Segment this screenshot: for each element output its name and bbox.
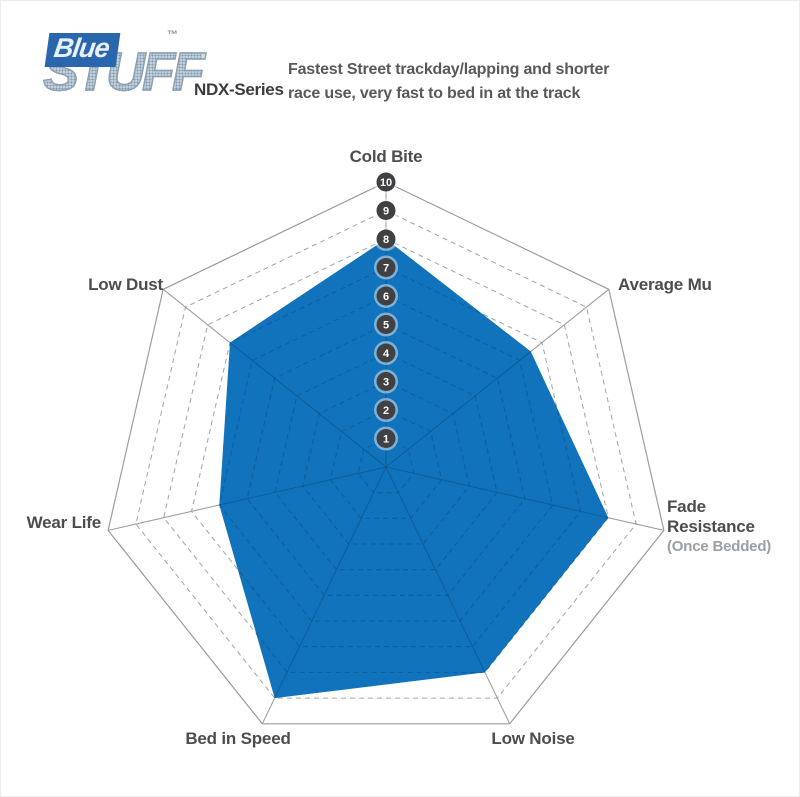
axis-label-fade-line3: (Once Bedded) (667, 538, 771, 555)
axis-label-low-dust: Low Dust (88, 275, 163, 294)
tick-label-9: 9 (383, 205, 389, 217)
tick-label-7: 7 (383, 262, 389, 274)
bluestuff-logo: STUFF Blue ™ (39, 25, 209, 125)
axis-labels: Cold Bite Average Mu Fade Resistance (On… (27, 147, 772, 748)
axis-label-cold-bite: Cold Bite (350, 147, 423, 166)
tick-label-1: 1 (383, 433, 389, 445)
axis-label-fade-line1: Fade (667, 497, 706, 516)
tick-label-8: 8 (383, 234, 389, 246)
description-line-1: Fastest Street trackday/lapping and shor… (288, 61, 610, 78)
tick-label-5: 5 (383, 319, 389, 331)
product-description: Fastest Street trackday/lapping and shor… (288, 58, 718, 106)
tick-markers: 1 2 3 4 5 6 7 8 9 10 (374, 170, 398, 451)
axis-label-low-noise: Low Noise (491, 729, 574, 748)
axis-label-wear-life: Wear Life (27, 513, 101, 532)
axis-label-bed-in-speed: Bed in Speed (185, 729, 290, 748)
tick-label-6: 6 (383, 291, 389, 303)
axis-label-fade-line2: Resistance (667, 517, 755, 536)
grid-overlay (219, 239, 609, 699)
tick-label-2: 2 (383, 405, 389, 417)
tick-label-10: 10 (380, 177, 392, 189)
description-line-2: race use, very fast to bed in at the tra… (288, 85, 581, 102)
tick-label-3: 3 (383, 376, 389, 388)
logo-trademark-symbol: ™ (167, 29, 178, 41)
series-polygon (219, 239, 609, 699)
tick-label-4: 4 (383, 348, 390, 360)
axis-label-average-mu: Average Mu (618, 275, 712, 294)
series-label: NDX-Series (194, 80, 284, 99)
